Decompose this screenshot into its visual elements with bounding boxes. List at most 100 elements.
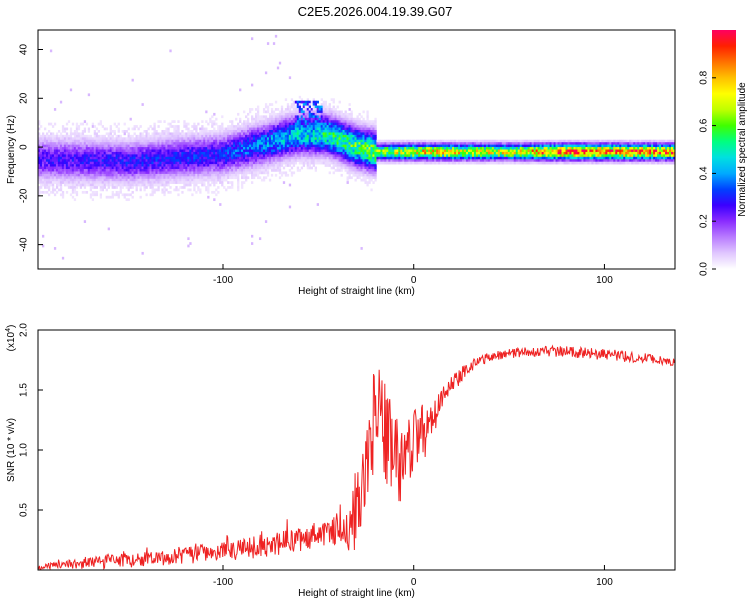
spectrogram-cell — [221, 173, 224, 177]
spectrogram-cell — [368, 166, 371, 170]
spectrogram-cell — [143, 181, 146, 184]
spectrogram-cell — [217, 171, 220, 175]
spectrogram-cell — [235, 139, 238, 143]
spectrogram-cell — [157, 178, 160, 182]
spectrogram-cell — [187, 134, 190, 138]
spectrogram-cell — [483, 154, 487, 158]
spectrogram-cell — [316, 144, 319, 148]
spectrogram-cell — [117, 166, 120, 170]
spectrogram-cell — [205, 151, 208, 155]
spectrogram-cell — [75, 169, 79, 172]
spectrogram-cell — [195, 173, 198, 177]
spectrogram-cell — [320, 139, 323, 143]
spectrogram-cell — [103, 147, 106, 150]
spectrogram-cell — [71, 195, 75, 199]
spectrogram-cell — [276, 66, 280, 70]
spectrogram-cell — [221, 122, 224, 126]
spectrogram-cell — [245, 139, 248, 143]
spectrogram-cell — [159, 183, 162, 187]
spectrogram-cell — [197, 161, 200, 165]
spectrogram-cell — [233, 134, 236, 138]
spectrogram-cell — [262, 139, 266, 143]
spectrogram-cell — [336, 112, 339, 116]
spectrogram-cell — [274, 169, 278, 172]
spectrogram-cell — [41, 183, 45, 187]
spectrogram-cell — [231, 139, 234, 143]
spectrogram-cell — [348, 127, 351, 131]
spectrogram-cell — [489, 139, 493, 143]
spectrogram-cell — [197, 147, 200, 150]
spectrogram-cell — [75, 149, 79, 153]
spectrogram-cell — [189, 156, 192, 160]
spectrogram-cell — [81, 149, 85, 153]
spectrogram-cell — [85, 173, 89, 177]
spectrogram-cell — [276, 156, 280, 160]
spectrogram-cell — [127, 137, 130, 141]
spectrogram-cell — [123, 164, 126, 167]
spectrogram-cell — [155, 139, 158, 143]
spectrogram-cell — [143, 164, 146, 167]
spectrogram-cell — [85, 134, 89, 138]
spectrogram-cell — [95, 139, 99, 143]
spectrogram-cell — [334, 161, 337, 165]
spectrogram-cell — [95, 132, 99, 136]
spectrogram-cell — [290, 103, 294, 106]
spectrogram-cell — [374, 132, 377, 136]
spectrogram-cell — [171, 154, 174, 158]
spectrogram-cell — [374, 173, 377, 177]
spectrogram-cell — [135, 169, 138, 172]
spectrogram-cell — [161, 156, 164, 160]
spectrogram-cell — [117, 190, 120, 194]
spectrogram-cell — [79, 132, 83, 136]
spectrogram-cell — [145, 164, 148, 167]
spectrogram-cell — [286, 125, 290, 128]
spectrogram-cell — [342, 127, 345, 131]
spectrogram-cell — [402, 156, 405, 160]
spectrogram-cell — [159, 151, 162, 155]
spectrogram-cell — [129, 176, 132, 180]
spectrogram-cell — [165, 164, 168, 167]
spectrogram-cell — [45, 159, 49, 162]
spectrogram-cell — [209, 176, 212, 180]
spectrogram-cell — [53, 142, 57, 145]
spectrogram-cell — [157, 144, 160, 148]
spectrogram-cell — [318, 149, 321, 153]
spectrogram-cell — [145, 134, 148, 138]
spectrogram-cell — [284, 137, 288, 141]
spectrogram-cell — [171, 142, 174, 145]
spectrogram-cell — [330, 132, 333, 136]
spectrogram-cell — [57, 147, 61, 150]
spectrogram-cell — [117, 139, 120, 143]
spectrogram-cell — [382, 159, 385, 162]
spectrogram-cell — [183, 176, 186, 180]
spectrogram-cell — [432, 149, 435, 153]
spectrogram-cell — [205, 188, 208, 192]
spectrogram-cell — [376, 144, 379, 148]
spectrogram-cell — [376, 149, 379, 153]
spectrogram-cell — [207, 129, 210, 133]
spectrogram-cell — [290, 156, 294, 160]
spectrogram-cell — [270, 134, 274, 138]
spectrogram-cell — [465, 151, 469, 155]
spectrogram-cell — [117, 173, 120, 177]
spectrogram-cell — [354, 178, 357, 182]
spectrogram-cell — [404, 142, 407, 145]
spectrogram-cell — [193, 149, 196, 153]
spectrogram-cell — [460, 139, 463, 143]
spectrogram-cell — [346, 161, 349, 165]
spectrogram-cell — [388, 147, 391, 150]
spectrogram-cell — [414, 154, 417, 158]
spectrogram-cell — [358, 166, 361, 170]
spectrogram-cell — [125, 147, 128, 150]
spectrogram-cell — [314, 144, 317, 148]
spectrogram-cell — [133, 125, 136, 128]
spectrogram-cell — [366, 181, 369, 184]
spectrogram-cell — [460, 156, 463, 160]
spectrogram-cell — [65, 147, 69, 150]
spectrogram-cell — [249, 127, 252, 131]
spectrogram-cell — [99, 164, 102, 167]
spectrogram-cell — [406, 154, 409, 158]
spectrogram-cell — [374, 142, 377, 145]
spectrogram-cell — [38, 190, 41, 194]
spectrogram-cell — [306, 112, 310, 116]
